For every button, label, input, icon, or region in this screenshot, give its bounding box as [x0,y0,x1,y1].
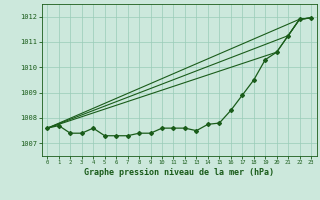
X-axis label: Graphe pression niveau de la mer (hPa): Graphe pression niveau de la mer (hPa) [84,168,274,177]
